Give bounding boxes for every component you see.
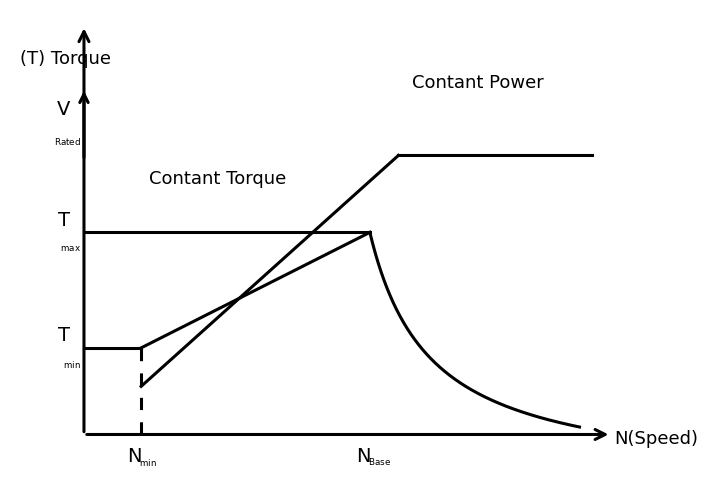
Text: $\mathrm{_{min}}$: $\mathrm{_{min}}$ (63, 357, 81, 369)
Text: $\mathrm{_{Base}}$: $\mathrm{_{Base}}$ (368, 454, 391, 468)
Text: $\mathrm{_{Rated}}$: $\mathrm{_{Rated}}$ (53, 134, 81, 147)
Text: Contant Torque: Contant Torque (149, 170, 286, 188)
Text: (T) Torque: (T) Torque (20, 50, 112, 68)
Text: $\mathrm{V}$: $\mathrm{V}$ (56, 100, 71, 119)
Text: $\mathrm{_{min}}$: $\mathrm{_{min}}$ (138, 454, 157, 468)
Text: Contant Power: Contant Power (412, 74, 543, 92)
Text: $\mathrm{T}$: $\mathrm{T}$ (57, 211, 71, 230)
Text: N(Speed): N(Speed) (614, 430, 699, 448)
Text: $\mathrm{N}$: $\mathrm{N}$ (127, 447, 142, 466)
Text: $\mathrm{_{max}}$: $\mathrm{_{max}}$ (60, 241, 81, 254)
Text: $\mathrm{N}$: $\mathrm{N}$ (356, 447, 370, 466)
Text: $\mathrm{T}$: $\mathrm{T}$ (57, 327, 71, 346)
